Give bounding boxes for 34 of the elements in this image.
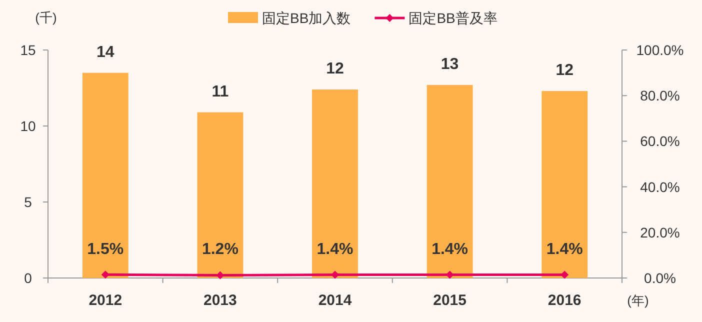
data-label: 1.4%	[432, 241, 468, 258]
bar	[82, 72, 128, 278]
bar	[426, 84, 473, 278]
data-label: 1.2%	[202, 241, 238, 258]
data-label: 1.4%	[316, 241, 354, 258]
y-tick-label: 15	[20, 42, 36, 58]
y-tick-label: 0	[24, 270, 32, 286]
x-tick-label: 2014	[318, 292, 352, 309]
y2-tick-label: 20.0%	[640, 224, 680, 240]
x-tick-label: 2016	[548, 292, 582, 309]
data-label: 1.4%	[546, 241, 583, 258]
legend-label: 固定BB加入数	[262, 10, 351, 26]
data-label: 12	[326, 60, 344, 78]
data-label: 14	[96, 44, 114, 61]
x-tick-label: 2015	[433, 292, 466, 309]
data-label: 11	[212, 83, 229, 100]
y2-tick-label: 0.0%	[644, 270, 676, 286]
data-label: 13	[440, 56, 459, 73]
data-label: 12	[556, 62, 574, 80]
y2-tick-label: 60.0%	[640, 133, 680, 150]
x-axis-title: (年)	[627, 293, 649, 308]
y2-tick-label: 80.0%	[640, 88, 680, 104]
x-tick-label: 2012	[88, 292, 122, 309]
y2-tick-label: 100.0%	[636, 42, 684, 58]
bar	[542, 91, 588, 278]
legend-label: 固定BB普及率	[408, 10, 498, 26]
bar	[312, 90, 358, 278]
y-tick-label: 10	[20, 118, 36, 134]
y-tick-label: 5	[24, 194, 32, 210]
data-label: 1.5%	[87, 241, 124, 258]
x-tick-label: 2013	[204, 292, 237, 309]
y-axis-title: (千)	[35, 10, 57, 25]
y2-tick-label: 40.0%	[640, 178, 680, 195]
bar	[197, 112, 244, 278]
